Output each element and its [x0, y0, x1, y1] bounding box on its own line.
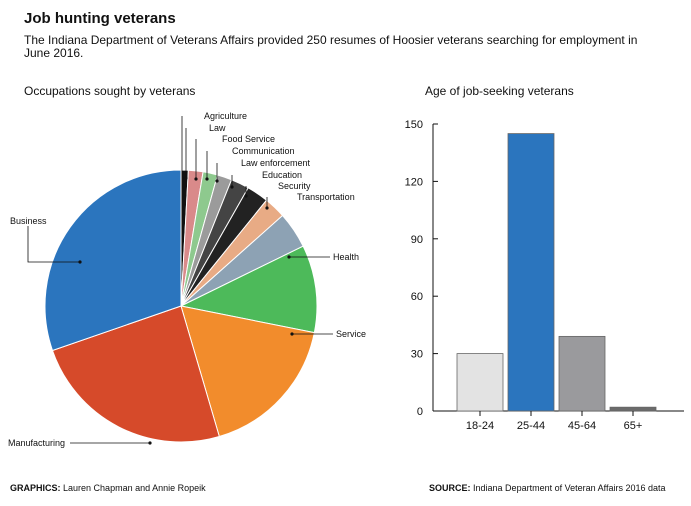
pie-leader-dot-manufacturing: [148, 441, 152, 445]
bar-x-tick-label-45-64: 45-64: [568, 420, 596, 432]
bar-x-tick-label-18-24: 18-24: [466, 420, 494, 432]
pie-leader-dot-law: [184, 176, 188, 180]
pie-leader-dot-education: [230, 185, 234, 189]
pie-label-law-enforcement: Law enforcement: [241, 158, 311, 168]
bar-25-44: [507, 133, 555, 412]
page-title: Job hunting veterans: [24, 10, 176, 27]
pie-chart-title: Occupations sought by veterans: [24, 84, 196, 98]
pie-leader-dot-service: [290, 332, 294, 336]
pie-leader-dot-food-service: [194, 177, 198, 181]
graphics-credit: GRAPHICS: Lauren Chapman and Annie Ropei…: [10, 483, 206, 493]
pie-leader-dot-health: [287, 255, 291, 259]
pie-leader-dot-communication: [205, 177, 209, 181]
source-credit-value: Indiana Department of Veteran Affairs 20…: [473, 483, 666, 493]
bar-chart: 0 30 60 90 120 150 18-24 25-44 45-64 65+: [405, 119, 684, 432]
pie-label-manufacturing: Manufacturing: [8, 438, 65, 448]
pie-slice-service: [180, 305, 315, 438]
bar-x-tick-label-25-44: 25-44: [517, 420, 545, 432]
bar-45-64: [558, 335, 606, 412]
bar-y-tick-label: 0: [417, 406, 423, 418]
graphics-credit-label: GRAPHICS:: [10, 483, 61, 493]
bar-y-tick-label: 90: [411, 234, 423, 246]
bar-y-tick-label: 120: [405, 176, 423, 188]
pie-leader-line-business: [27, 226, 80, 263]
pie-slice-business: [44, 169, 182, 352]
pie-label-security: Security: [278, 181, 311, 191]
bar-x-tick-label-65: 65+: [624, 420, 643, 432]
page-subtitle: The Indiana Department of Veterans Affai…: [24, 33, 638, 60]
pie-label-food-service: Food Service: [222, 134, 275, 144]
pie-label-education: Education: [262, 170, 302, 180]
bar-18-24: [456, 353, 504, 412]
pie-label-law: Law: [209, 123, 226, 133]
pie-label-transportation: Transportation: [297, 192, 355, 202]
pie-slice-manufacturing: [51, 305, 220, 443]
pie-slice-health: [179, 245, 318, 334]
source-credit-label: SOURCE:: [429, 483, 471, 493]
pie-label-agriculture: Agriculture: [204, 111, 247, 121]
source-credit: SOURCE: Indiana Department of Veteran Af…: [429, 483, 666, 493]
pie-label-business: Business: [10, 216, 47, 226]
pie-leader-dot-transportation: [265, 206, 269, 210]
bar-y-tick-label: 30: [411, 349, 423, 361]
bar-y-tick-label: 60: [411, 291, 423, 303]
pie-label-service: Service: [336, 329, 366, 339]
pie-label-health: Health: [333, 252, 359, 262]
pie-leader-dot-business: [78, 260, 82, 264]
bar-y-tick-label: 150: [405, 119, 423, 131]
pie-leader-dot-law-enforcement: [215, 179, 219, 183]
graphics-credit-value: Lauren Chapman and Annie Ropeik: [63, 483, 206, 493]
pie-leader-dot-security: [244, 194, 248, 198]
pie-label-communication: Communication: [232, 146, 295, 156]
bar-chart-title: Age of job-seeking veterans: [425, 84, 574, 98]
bar-65: [609, 406, 657, 412]
